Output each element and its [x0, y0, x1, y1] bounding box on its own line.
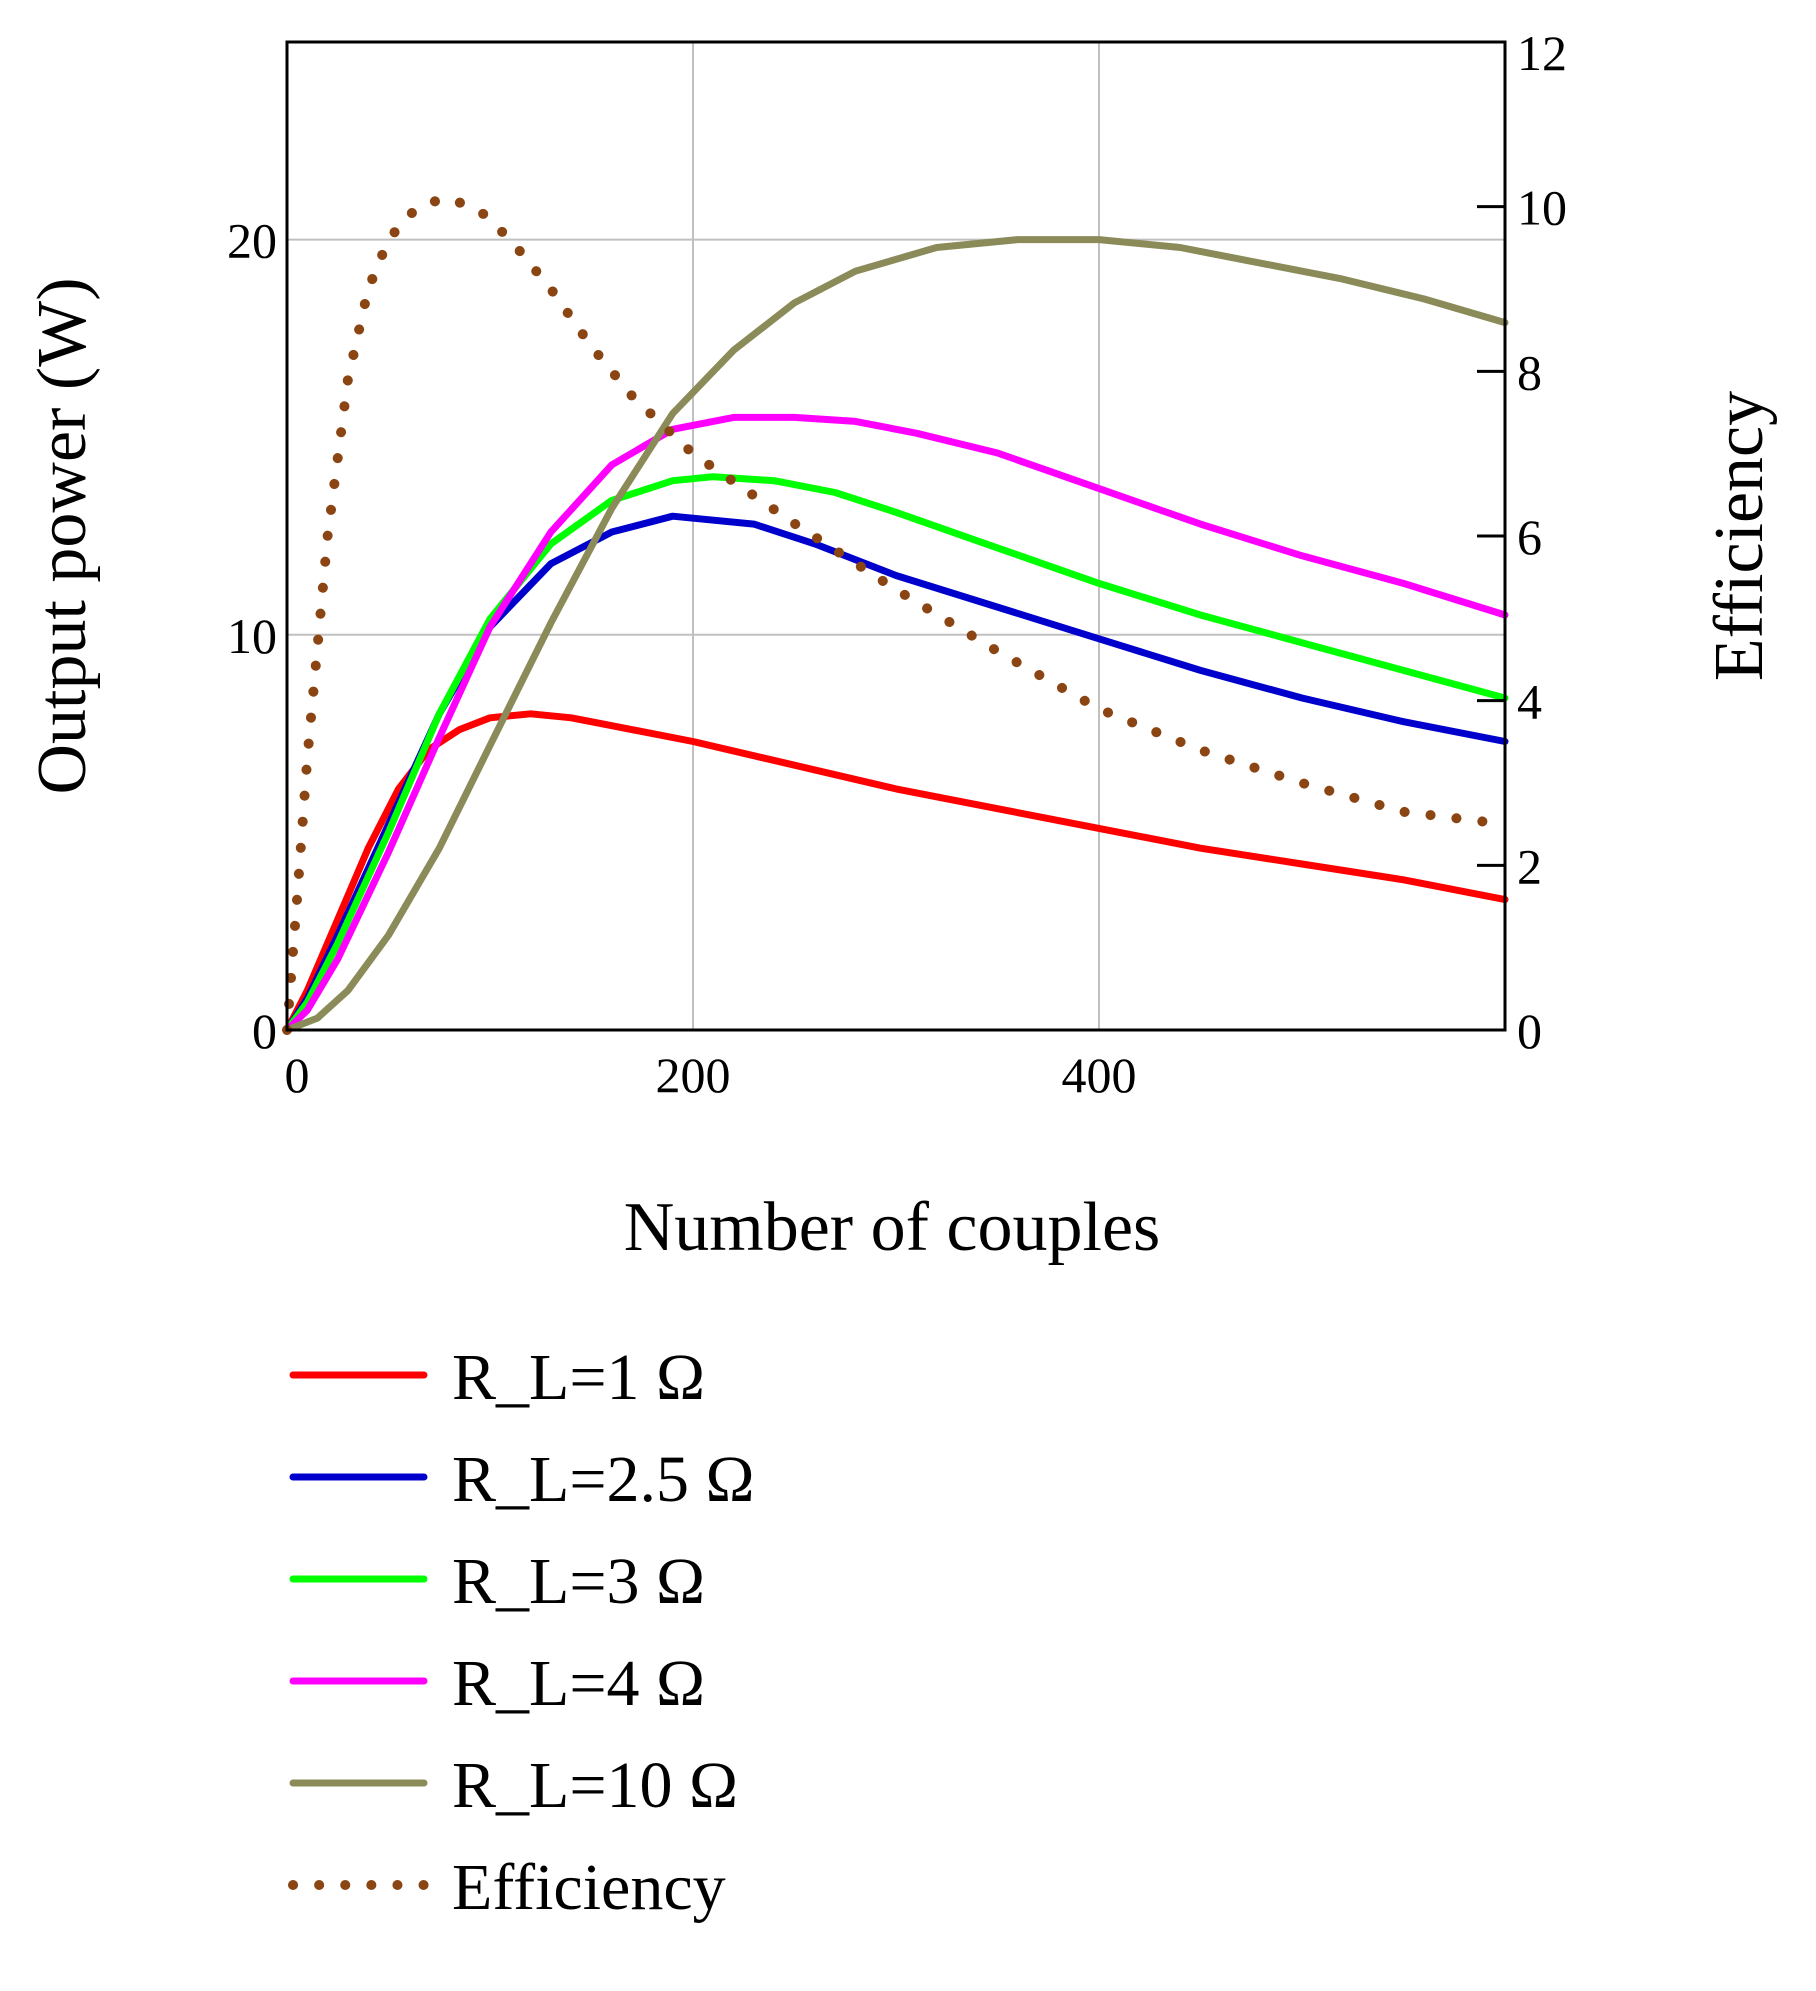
x-tick-label: 400 — [1062, 1047, 1137, 1103]
x-tick-label: 200 — [656, 1047, 731, 1103]
x-axis-title: Number of couples — [624, 1189, 1161, 1266]
plot-frame — [285, 40, 1507, 1032]
y-left-tick-label: 0 — [252, 1003, 277, 1059]
legend-label-1: R_L=2.5 Ω — [452, 1443, 755, 1516]
y-right-tick-label: 0 — [1517, 1003, 1542, 1059]
legend-label-5: Efficiency — [452, 1851, 726, 1924]
y-axis-left-title: Output power (W) — [24, 277, 101, 794]
y-left-tick-label: 20 — [227, 213, 277, 269]
plot-lines — [282, 193, 1510, 1035]
series-line-4 — [283, 236, 1509, 1034]
y-right-tick-label: 4 — [1517, 674, 1542, 730]
y-right-tick-label: 6 — [1517, 509, 1542, 565]
tick-marks — [1477, 40, 1505, 1032]
x-tick-label: 0 — [285, 1047, 310, 1103]
legend: R_L=1 Ω R_L=2.5 Ω R_L=3 Ω R_L=4 Ω R_L=10 Ω Ef… — [288, 1341, 755, 1924]
series-line-1 — [283, 512, 1509, 1034]
y-axis-right-title: Efficiency — [1701, 391, 1778, 681]
series-line-0 — [283, 710, 1509, 1034]
legend-label-2: R_L=3 Ω — [452, 1545, 705, 1618]
y-right-tick-label: 8 — [1517, 344, 1542, 400]
gridlines — [287, 42, 1505, 1030]
y-left-tick-label: 10 — [227, 608, 277, 664]
y-right-tick-label: 2 — [1517, 838, 1542, 894]
series-line-5 — [282, 193, 1510, 1035]
series-line-2 — [283, 473, 1509, 1034]
series-line-3 — [283, 413, 1509, 1034]
legend-label-3: R_L=4 Ω — [452, 1647, 705, 1720]
y-right-tick-label: 12 — [1517, 25, 1567, 81]
y-right-tick-label: 10 — [1517, 180, 1567, 236]
legend-label-4: R_L=10 Ω — [452, 1749, 738, 1822]
legend-label-0: R_L=1 Ω — [452, 1341, 705, 1414]
